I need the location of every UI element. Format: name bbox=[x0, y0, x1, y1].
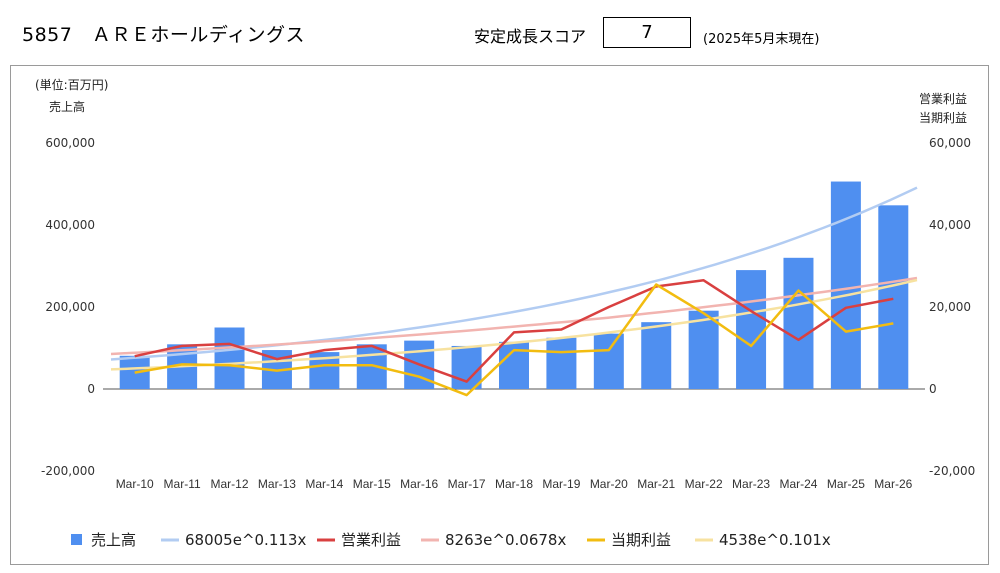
line-layer bbox=[134, 279, 894, 397]
sales-bar bbox=[736, 270, 767, 389]
sales-profit-chart: (単位:百万円) 売上高 営業利益 当期利益 600,000 400,000 200… bbox=[35, 77, 975, 549]
right-tick-label: 60,000 bbox=[929, 136, 971, 150]
x-tick-label: Mar-24 bbox=[779, 477, 817, 491]
right-tick-label: -20,000 bbox=[929, 464, 975, 478]
x-tick-label: Mar-25 bbox=[827, 477, 865, 491]
left-tick-label: 400,000 bbox=[45, 218, 95, 232]
left-axis-title: 売上高 bbox=[49, 99, 85, 114]
score-label: 安定成長スコア bbox=[474, 27, 587, 46]
sales-bar bbox=[688, 310, 719, 389]
legend-op-label: 営業利益 bbox=[341, 531, 401, 549]
legend-sales-label: 売上高 bbox=[91, 531, 136, 549]
sales-bar bbox=[593, 333, 624, 389]
score-value-box: 7 bbox=[603, 17, 691, 48]
x-tick-label: Mar-13 bbox=[258, 477, 296, 491]
x-tick-label: Mar-11 bbox=[164, 477, 201, 491]
x-tick-label: Mar-16 bbox=[400, 477, 438, 491]
as-of-date: (2025年5月末現在) bbox=[703, 32, 820, 47]
right-tick-label: 20,000 bbox=[929, 300, 971, 314]
left-tick-label: 600,000 bbox=[45, 136, 95, 150]
x-tick-label: Mar-14 bbox=[305, 477, 343, 491]
sales-bar bbox=[546, 337, 577, 389]
left-tick-label: -200,000 bbox=[41, 464, 95, 478]
x-tick-label: Mar-20 bbox=[590, 477, 628, 491]
x-tick-label: Mar-23 bbox=[732, 477, 770, 491]
axis-layer: 600,000 400,000 200,000 0 -200,000 60,000 40,0… bbox=[41, 136, 975, 491]
x-tick-label: Mar-19 bbox=[542, 477, 580, 491]
bar-layer bbox=[119, 181, 909, 389]
operating-profit-line bbox=[134, 279, 894, 383]
x-tick-label: Mar-12 bbox=[211, 477, 249, 491]
left-tick-label: 0 bbox=[87, 382, 95, 396]
legend-sales-trend-label: 68005e^0.113x bbox=[185, 531, 306, 549]
right-tick-label: 40,000 bbox=[929, 218, 971, 232]
x-tick-label: Mar-21 bbox=[637, 477, 675, 491]
right-tick-label: 0 bbox=[929, 382, 937, 396]
left-tick-label: 200,000 bbox=[45, 300, 95, 314]
x-tick-label: Mar-17 bbox=[448, 477, 486, 491]
right-axis-title-2: 当期利益 bbox=[919, 111, 967, 125]
x-tick-label: Mar-15 bbox=[353, 477, 391, 491]
net-profit-line bbox=[134, 283, 894, 397]
x-tick-label: Mar-26 bbox=[874, 477, 912, 491]
right-axis-title-1: 営業利益 bbox=[919, 92, 967, 106]
sales-bar bbox=[214, 327, 245, 389]
legend-net-trend-label: 4538e^0.101x bbox=[719, 531, 831, 549]
legend: 売上高 68005e^0.113x 営業利益 8263e^0.0678x 当期利… bbox=[71, 531, 831, 549]
sales-bar bbox=[830, 181, 861, 389]
x-tick-label: Mar-22 bbox=[685, 477, 723, 491]
company-title: 5857 ＡＲＥホールディングス bbox=[22, 24, 306, 46]
legend-op-trend-label: 8263e^0.0678x bbox=[445, 531, 566, 549]
op-trendline bbox=[110, 276, 918, 356]
legend-net-label: 当期利益 bbox=[611, 531, 671, 549]
sales-bar bbox=[878, 205, 909, 389]
x-tick-label: Mar-10 bbox=[116, 477, 154, 491]
sales-bar bbox=[783, 257, 814, 389]
x-tick-label: Mar-18 bbox=[495, 477, 533, 491]
chart-frame: (単位:百万円) 売上高 営業利益 当期利益 600,000 400,000 200… bbox=[10, 65, 989, 565]
legend-sales-swatch bbox=[71, 534, 82, 545]
sales-bar bbox=[641, 322, 672, 389]
unit-label: (単位:百万円) bbox=[35, 77, 108, 92]
